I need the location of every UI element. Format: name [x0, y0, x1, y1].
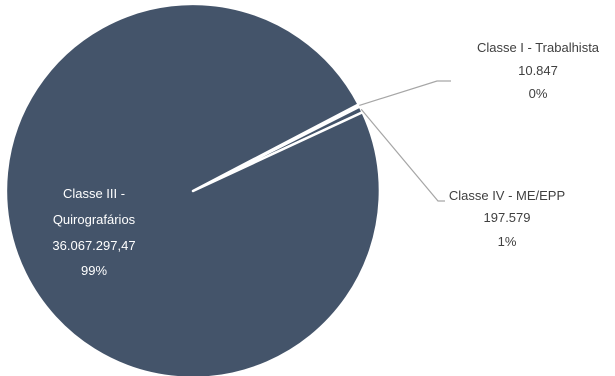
- label-classe-iv-value: 197.579: [484, 210, 531, 225]
- label-classe-iii-name-line1: Classe III -: [63, 186, 125, 201]
- label-classe-i-name: Classe I - Trabalhista: [477, 40, 600, 55]
- label-classe-iv-percent: 1%: [498, 234, 517, 249]
- slice-classe-iii: [4, 2, 382, 376]
- leader-lines: [359, 80, 451, 202]
- pie-slices: [4, 2, 382, 376]
- label-classe-iii: Classe III - Quirografários 36.067.297,4…: [52, 186, 135, 278]
- label-classe-iii-name-line2: Quirografários: [53, 212, 136, 227]
- leader-line-classe-iv: [360, 108, 445, 202]
- label-classe-iv-name: Classe IV - ME/EPP: [449, 188, 565, 203]
- label-classe-i-value: 10.847: [518, 63, 558, 78]
- leader-line-classe-i: [359, 80, 451, 106]
- label-classe-iv: Classe IV - ME/EPP 197.579 1%: [449, 188, 565, 249]
- label-classe-i-percent: 0%: [529, 86, 548, 101]
- label-classe-iii-percent: 99%: [81, 263, 107, 278]
- label-classe-i: Classe I - Trabalhista 10.847 0%: [477, 40, 600, 101]
- label-classe-iii-value: 36.067.297,47: [52, 238, 135, 253]
